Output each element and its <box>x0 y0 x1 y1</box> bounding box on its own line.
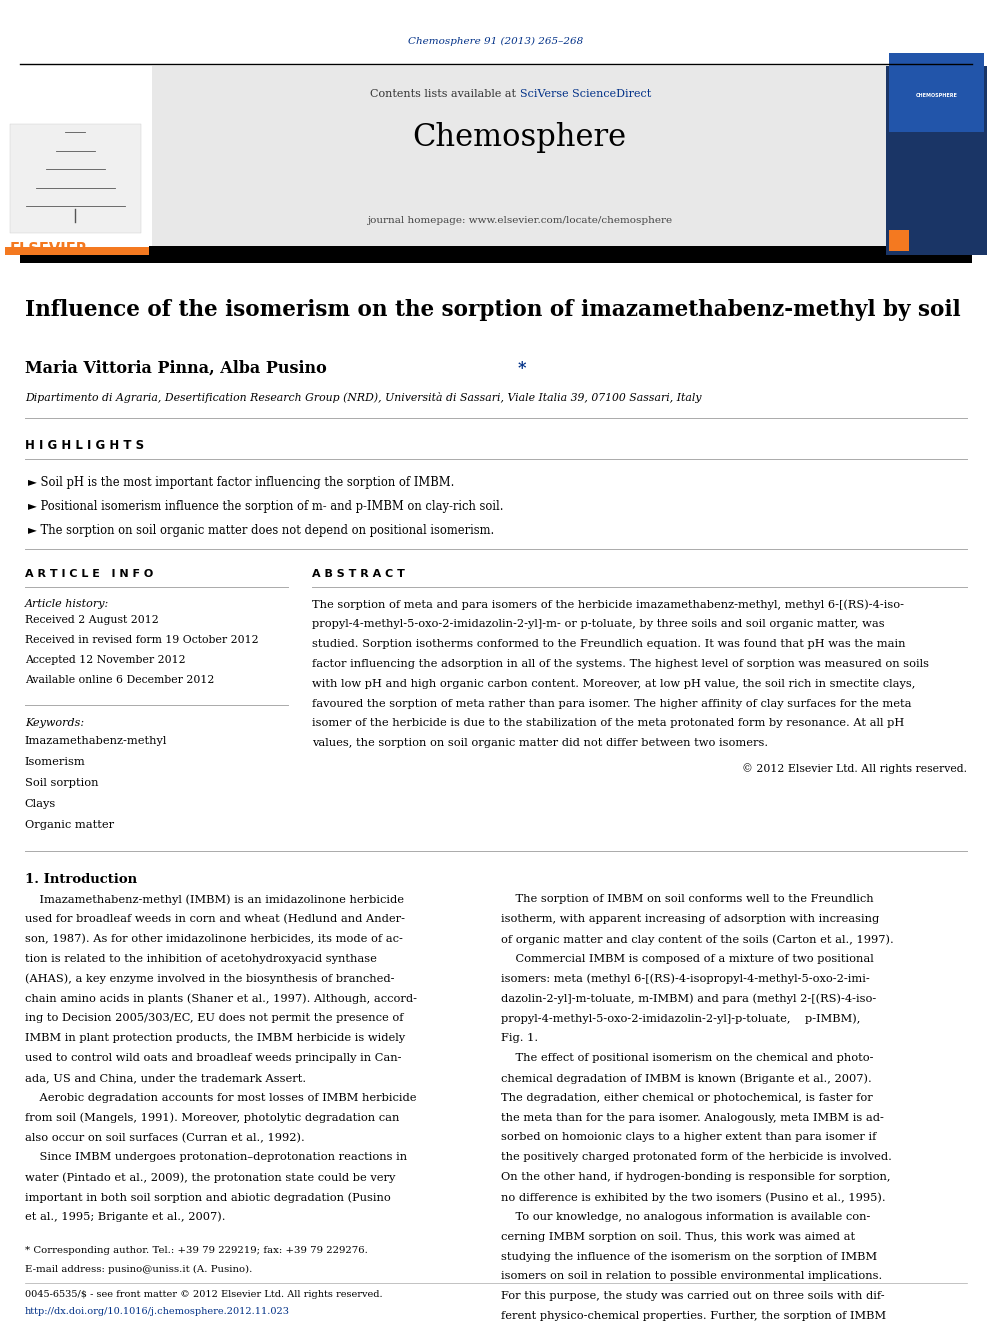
Text: Received in revised form 19 October 2012: Received in revised form 19 October 2012 <box>25 635 259 646</box>
Text: with low pH and high organic carbon content. Moreover, at low pH value, the soil: with low pH and high organic carbon cont… <box>312 679 916 689</box>
Text: used to control wild oats and broadleaf weeds principally in Can-: used to control wild oats and broadleaf … <box>25 1053 402 1064</box>
Text: also occur on soil surfaces (Curran et al., 1992).: also occur on soil surfaces (Curran et a… <box>25 1132 305 1143</box>
Text: the meta than for the para isomer. Analogously, meta IMBM is ad-: the meta than for the para isomer. Analo… <box>501 1113 884 1123</box>
Text: http://dx.doi.org/10.1016/j.chemosphere.2012.11.023: http://dx.doi.org/10.1016/j.chemosphere.… <box>25 1307 290 1316</box>
Text: Chemosphere 91 (2013) 265–268: Chemosphere 91 (2013) 265–268 <box>409 37 583 46</box>
Text: son, 1987). As for other imidazolinone herbicides, its mode of ac-: son, 1987). As for other imidazolinone h… <box>25 934 403 945</box>
Text: SciVerse ScienceDirect: SciVerse ScienceDirect <box>520 89 651 99</box>
Text: *: * <box>518 360 527 377</box>
Text: studying the influence of the isomerism on the sorption of IMBM: studying the influence of the isomerism … <box>501 1252 877 1262</box>
Text: Soil sorption: Soil sorption <box>25 778 98 789</box>
Text: Isomerism: Isomerism <box>25 757 85 767</box>
Text: The degradation, either chemical or photochemical, is faster for: The degradation, either chemical or phot… <box>501 1093 873 1103</box>
Text: ferent physico-chemical properties. Further, the sorption of IMBM: ferent physico-chemical properties. Furt… <box>501 1311 886 1322</box>
Text: Commercial IMBM is composed of a mixture of two positional: Commercial IMBM is composed of a mixture… <box>501 954 874 964</box>
Text: values, the sorption on soil organic matter did not differ between two isomers.: values, the sorption on soil organic mat… <box>312 738 769 749</box>
Text: Dipartimento di Agraria, Desertification Research Group (NRD), Università di Sas: Dipartimento di Agraria, Desertification… <box>25 392 701 402</box>
Text: et al., 1995; Brigante et al., 2007).: et al., 1995; Brigante et al., 2007). <box>25 1212 225 1222</box>
Text: A B S T R A C T: A B S T R A C T <box>312 569 406 579</box>
Text: Contents lists available at: Contents lists available at <box>370 89 520 99</box>
Text: (AHAS), a key enzyme involved in the biosynthesis of branched-: (AHAS), a key enzyme involved in the bio… <box>25 974 394 984</box>
Text: water (Pintado et al., 2009), the protonation state could be very: water (Pintado et al., 2009), the proton… <box>25 1172 395 1183</box>
Text: important in both soil sorption and abiotic degradation (Pusino: important in both soil sorption and abio… <box>25 1192 391 1203</box>
Bar <box>5 247 149 255</box>
Text: ► Soil pH is the most important factor influencing the sorption of IMBM.: ► Soil pH is the most important factor i… <box>28 476 454 490</box>
Text: Imazamethabenz-methyl (IMBM) is an imidazolinone herbicide: Imazamethabenz-methyl (IMBM) is an imida… <box>25 894 404 905</box>
Text: * Corresponding author. Tel.: +39 79 229219; fax: +39 79 229276.: * Corresponding author. Tel.: +39 79 229… <box>25 1246 368 1256</box>
Text: 0045-6535/$ - see front matter © 2012 Elsevier Ltd. All rights reserved.: 0045-6535/$ - see front matter © 2012 El… <box>25 1290 383 1299</box>
Text: Aerobic degradation accounts for most losses of IMBM herbicide: Aerobic degradation accounts for most lo… <box>25 1093 417 1103</box>
Text: journal homepage: www.elsevier.com/locate/chemosphere: journal homepage: www.elsevier.com/locat… <box>367 216 673 225</box>
Text: studied. Sorption isotherms conformed to the Freundlich equation. It was found t: studied. Sorption isotherms conformed to… <box>312 639 906 650</box>
Text: IMBM in plant protection products, the IMBM herbicide is widely: IMBM in plant protection products, the I… <box>25 1033 405 1044</box>
Bar <box>889 230 909 251</box>
Text: favoured the sorption of meta rather than para isomer. The higher affinity of cl: favoured the sorption of meta rather tha… <box>312 699 912 709</box>
Text: factor influencing the adsorption in all of the systems. The highest level of so: factor influencing the adsorption in all… <box>312 659 930 669</box>
Text: For this purpose, the study was carried out on three soils with dif-: For this purpose, the study was carried … <box>501 1291 885 1302</box>
Text: chain amino acids in plants (Shaner et al., 1997). Although, accord-: chain amino acids in plants (Shaner et a… <box>25 994 417 1004</box>
Text: 1. Introduction: 1. Introduction <box>25 873 137 886</box>
Text: isomers: meta (methyl 6-[(RS)-4-isopropyl-4-methyl-5-oxo-2-imi-: isomers: meta (methyl 6-[(RS)-4-isopropy… <box>501 974 870 984</box>
Text: The effect of positional isomerism on the chemical and photo-: The effect of positional isomerism on th… <box>501 1053 874 1064</box>
Text: isotherm, with apparent increasing of adsorption with increasing: isotherm, with apparent increasing of ad… <box>501 914 879 925</box>
Text: A R T I C L E   I N F O: A R T I C L E I N F O <box>25 569 153 579</box>
Text: Imazamethabenz-methyl: Imazamethabenz-methyl <box>25 736 168 746</box>
Text: cerning IMBM sorption on soil. Thus, this work was aimed at: cerning IMBM sorption on soil. Thus, thi… <box>501 1232 855 1242</box>
Text: To our knowledge, no analogous information is available con-: To our knowledge, no analogous informati… <box>501 1212 870 1222</box>
Text: CHEMOSPHERE: CHEMOSPHERE <box>916 93 957 98</box>
Text: Organic matter: Organic matter <box>25 820 114 831</box>
Text: Influence of the isomerism on the sorption of imazamethabenz-methyl by soil: Influence of the isomerism on the sorpti… <box>25 299 960 321</box>
Text: © 2012 Elsevier Ltd. All rights reserved.: © 2012 Elsevier Ltd. All rights reserved… <box>742 763 967 774</box>
Text: Clays: Clays <box>25 799 57 810</box>
Text: Maria Vittoria Pinna, Alba Pusino: Maria Vittoria Pinna, Alba Pusino <box>25 360 332 377</box>
Text: H I G H L I G H T S: H I G H L I G H T S <box>25 439 144 452</box>
Text: Available online 6 December 2012: Available online 6 December 2012 <box>25 675 214 685</box>
Bar <box>886 66 987 255</box>
Text: the positively charged protonated form of the herbicide is involved.: the positively charged protonated form o… <box>501 1152 892 1163</box>
Text: chemical degradation of IMBM is known (Brigante et al., 2007).: chemical degradation of IMBM is known (B… <box>501 1073 872 1084</box>
Text: Since IMBM undergoes protonation–deprotonation reactions in: Since IMBM undergoes protonation–deproto… <box>25 1152 407 1163</box>
Text: Accepted 12 November 2012: Accepted 12 November 2012 <box>25 655 186 665</box>
Text: ► The sorption on soil organic matter does not depend on positional isomerism.: ► The sorption on soil organic matter do… <box>28 524 494 537</box>
Text: of organic matter and clay content of the soils (Carton et al., 1997).: of organic matter and clay content of th… <box>501 934 894 945</box>
Text: propyl-4-methyl-5-oxo-2-imidazolin-2-yl]-m- or p-toluate, by three soils and soi: propyl-4-methyl-5-oxo-2-imidazolin-2-yl]… <box>312 619 885 630</box>
Text: isomers on soil in relation to possible environmental implications.: isomers on soil in relation to possible … <box>501 1271 882 1282</box>
Text: Chemosphere: Chemosphere <box>413 122 627 152</box>
Text: Keywords:: Keywords: <box>25 718 84 729</box>
Text: The sorption of IMBM on soil conforms well to the Freundlich: The sorption of IMBM on soil conforms we… <box>501 894 874 905</box>
Text: Fig. 1.: Fig. 1. <box>501 1033 538 1044</box>
Text: sorbed on homoionic clays to a higher extent than para isomer if: sorbed on homoionic clays to a higher ex… <box>501 1132 876 1143</box>
Text: ► Positional isomerism influence the sorption of m- and p-IMBM on clay-rich soil: ► Positional isomerism influence the sor… <box>28 500 503 513</box>
Text: ada, US and China, under the trademark Assert.: ada, US and China, under the trademark A… <box>25 1073 306 1084</box>
Text: no difference is exhibited by the two isomers (Pusino et al., 1995).: no difference is exhibited by the two is… <box>501 1192 886 1203</box>
Bar <box>152 66 886 255</box>
Text: tion is related to the inhibition of acetohydroxyacid synthase: tion is related to the inhibition of ace… <box>25 954 377 964</box>
Text: dazolin-2-yl]-m-toluate, m-IMBM) and para (methyl 2-[(RS)-4-iso-: dazolin-2-yl]-m-toluate, m-IMBM) and par… <box>501 994 876 1004</box>
Bar <box>10 124 141 233</box>
Text: ELSEVIER: ELSEVIER <box>10 242 88 257</box>
Text: ing to Decision 2005/303/EC, EU does not permit the presence of: ing to Decision 2005/303/EC, EU does not… <box>25 1013 404 1024</box>
Text: used for broadleaf weeds in corn and wheat (Hedlund and Ander-: used for broadleaf weeds in corn and whe… <box>25 914 405 925</box>
Bar <box>5 66 149 255</box>
Text: The sorption of meta and para isomers of the herbicide imazamethabenz-methyl, me: The sorption of meta and para isomers of… <box>312 599 905 610</box>
Text: On the other hand, if hydrogen-bonding is responsible for sorption,: On the other hand, if hydrogen-bonding i… <box>501 1172 891 1183</box>
Text: isomer of the herbicide is due to the stabilization of the meta protonated form : isomer of the herbicide is due to the st… <box>312 718 905 729</box>
Text: from soil (Mangels, 1991). Moreover, photolytic degradation can: from soil (Mangels, 1991). Moreover, pho… <box>25 1113 399 1123</box>
Text: E-mail address: pusino@uniss.it (A. Pusino).: E-mail address: pusino@uniss.it (A. Pusi… <box>25 1265 252 1274</box>
Text: Received 2 August 2012: Received 2 August 2012 <box>25 615 159 626</box>
Text: propyl-4-methyl-5-oxo-2-imidazolin-2-yl]-p-toluate,    p-IMBM),: propyl-4-methyl-5-oxo-2-imidazolin-2-yl]… <box>501 1013 860 1024</box>
Bar <box>889 53 984 132</box>
Text: Article history:: Article history: <box>25 599 109 610</box>
Bar <box>20 246 972 263</box>
